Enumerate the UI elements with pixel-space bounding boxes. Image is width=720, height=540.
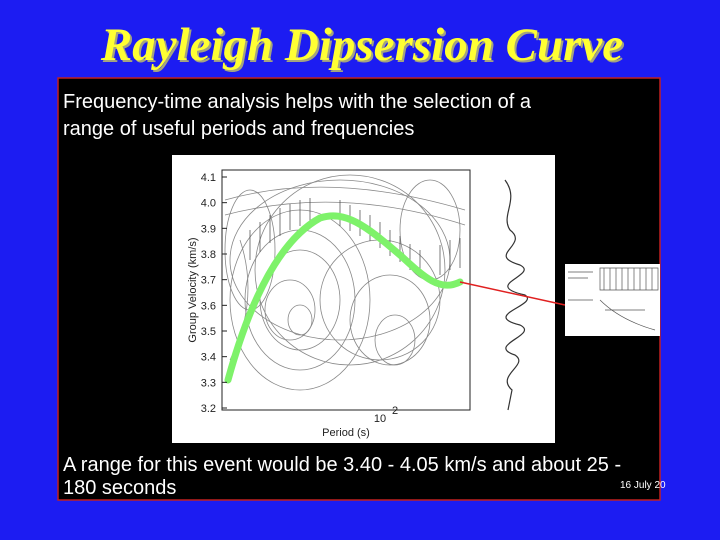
y-axis-label: Group Velocity (km/s) bbox=[187, 237, 199, 342]
footer-line: A range for this event would be 3.40 - 4… bbox=[63, 454, 621, 476]
y-ticks: 4.1 4.0 3.9 3.8 3.7 3.6 3.5 3.4 3.3 3.2 bbox=[201, 172, 227, 415]
seismogram bbox=[504, 179, 528, 411]
y-tick-label: 3.8 bbox=[201, 249, 216, 261]
figure-background bbox=[172, 155, 555, 443]
figure: 4.1 4.0 3.9 3.8 3.7 3.6 3.5 3.4 3.3 3.2 10 2 Peri… bbox=[172, 155, 555, 443]
y-tick-label: 3.3 bbox=[201, 377, 216, 389]
title-shadow: Rayleigh Dipsersion Curve bbox=[102, 21, 625, 73]
pointer-line bbox=[459, 281, 566, 306]
y-tick-label: 4.0 bbox=[201, 198, 216, 210]
x-axis-label: Period (s) bbox=[322, 427, 370, 439]
y-tick-label: 3.4 bbox=[201, 352, 216, 364]
title: Rayleigh Dipsersion Curve bbox=[100, 19, 623, 71]
dispersion-curve bbox=[224, 212, 464, 384]
y-tick-label: 4.1 bbox=[201, 172, 216, 184]
y-tick-label: 3.9 bbox=[201, 223, 216, 235]
date: 16 July 20 bbox=[620, 480, 666, 491]
y-tick-label: 3.7 bbox=[201, 275, 216, 287]
inset-figure bbox=[565, 264, 660, 336]
x-tick-label: 10 bbox=[374, 413, 386, 425]
intro-line: Frequency-time analysis helps with the s… bbox=[63, 91, 532, 113]
footer-line: 180 seconds bbox=[63, 477, 176, 499]
x-tick-exponent: 2 bbox=[392, 405, 398, 417]
y-tick-label: 3.2 bbox=[201, 403, 216, 415]
y-tick-label: 3.6 bbox=[201, 300, 216, 312]
y-tick-label: 3.5 bbox=[201, 326, 216, 338]
intro-line: range of useful periods and frequencies bbox=[63, 118, 414, 140]
plot-frame bbox=[221, 169, 471, 411]
